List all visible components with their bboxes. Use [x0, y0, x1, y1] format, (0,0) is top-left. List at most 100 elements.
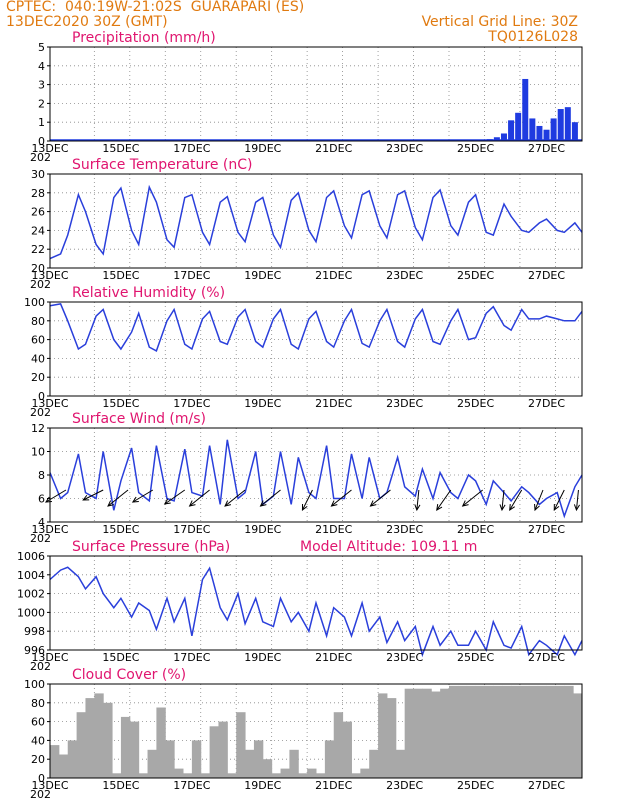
precip-bar [529, 118, 536, 141]
panel-5-ytick-label: 1002 [17, 588, 45, 601]
cloud-bar [76, 712, 86, 778]
cloud-bar [67, 740, 78, 778]
panel-4-ytick-label: 6 [38, 493, 45, 506]
panel-4-xtick-label: 27DEC [528, 523, 565, 536]
cloud-bar [94, 693, 104, 778]
wind-vector [553, 489, 565, 511]
wind-vector [436, 489, 452, 511]
wind-vector-head [107, 500, 114, 507]
panel-2-ytick-label: 20 [31, 262, 45, 275]
panel-3-frame [49, 301, 583, 397]
panel-4-xtick-label: 23DEC [386, 523, 423, 536]
cloud-bar [342, 721, 352, 778]
panel-5-series-line [49, 566, 583, 658]
cloud-bar [112, 773, 122, 778]
cloud-bar [422, 688, 432, 778]
wind-vector-head [369, 500, 377, 507]
panel-3-ytick-label: 60 [31, 334, 45, 347]
panel-4-ytick-label: 8 [38, 469, 45, 482]
panel-1-xtick-label: 21DEC [315, 142, 352, 155]
cloud-bar [573, 693, 583, 778]
wind-vector [416, 489, 420, 511]
cloud-bar [174, 768, 184, 778]
wind-vector [509, 489, 523, 511]
cloud-bar [262, 759, 273, 778]
panel-2-ytick-label: 22 [31, 243, 45, 256]
panel-6-xtick-label: 19DEC [244, 779, 281, 792]
station-header: CPTEC: 040:19W-21:02S GUARAPARI (ES) [6, 0, 305, 15]
cloud-bar [324, 740, 335, 778]
panel-4-series-line [49, 439, 583, 519]
panel-6-xtick-label: 21DEC [315, 779, 352, 792]
panel-5-ytick-label: 1004 [17, 569, 45, 582]
panel-1-xtick-label: 23DEC [386, 142, 423, 155]
cloud-bar [484, 685, 494, 778]
panel-5-xtick-label: 27DEC [528, 651, 565, 664]
panel-1-xtick-label: 19DEC [244, 142, 281, 155]
panel-5-ytick-label: 1006 [17, 550, 45, 563]
product-code: TQ0126L028 [488, 29, 578, 45]
cloud-bar [537, 685, 548, 778]
wind-vector [107, 489, 129, 507]
cloud-bar [528, 685, 539, 778]
panel-5-xtick-label: 25DEC [457, 651, 494, 664]
cloud-bar [218, 721, 228, 778]
cloud-bar [85, 698, 95, 778]
panel-1-year-label: 202 [30, 151, 51, 164]
wind-vector-head [163, 498, 171, 505]
panel-3-xtick-label: 25DEC [457, 397, 494, 410]
panel-1-title: Precipitation (mm/h) [72, 30, 216, 46]
panel-4-ytick-label: 4 [38, 516, 45, 529]
wind-vector [132, 489, 154, 503]
panel-4-title: Surface Wind (m/s) [72, 411, 206, 427]
cloud-bar [200, 773, 211, 778]
cloud-bar [546, 685, 556, 778]
panel-6-year-label: 202 [30, 788, 51, 800]
panel-2-xtick-label: 27DEC [528, 269, 565, 282]
cloud-bar [253, 740, 264, 778]
panel-4-ytick-label: 10 [31, 446, 45, 459]
panel-5-annotation: Model Altitude: 109.11 m [300, 539, 477, 555]
precip-bar [564, 107, 571, 141]
cloud-bar [103, 702, 113, 778]
wind-vector-head [414, 504, 421, 512]
wind-vector-head [188, 500, 196, 507]
panel-1-ytick-label: 2 [38, 97, 45, 110]
wind-vector-head [499, 504, 506, 512]
panel-2-xtick-label: 19DEC [244, 269, 281, 282]
cloud-bar [466, 685, 477, 778]
cloud-bar [129, 721, 140, 778]
cloud-bar [457, 685, 468, 778]
wind-vector [189, 489, 210, 507]
cloud-bar [395, 749, 406, 778]
panel-1-frame [49, 46, 583, 142]
panel-6-ytick-label: 0 [38, 772, 45, 785]
precip-bar [500, 133, 507, 141]
panel-1-ytick-label: 0 [38, 135, 45, 148]
panel-6-frame [49, 683, 583, 779]
wind-vector [370, 489, 391, 507]
panel-5-xtick-label: 23DEC [386, 651, 423, 664]
wind-vector-head [224, 500, 232, 507]
panel-4-year-label: 202 [30, 532, 51, 545]
panel-6-ytick-label: 40 [31, 734, 45, 747]
panel-5-ytick-label: 998 [24, 625, 45, 638]
panel-6-xtick-label: 13DEC [31, 779, 68, 792]
panel-3-xtick-label: 17DEC [173, 397, 210, 410]
panel-1-xtick-label: 17DEC [173, 142, 210, 155]
cloud-bar [449, 685, 459, 778]
panel-6-ytick-label: 20 [31, 753, 45, 766]
panel-2-ytick-label: 28 [31, 187, 45, 200]
panel-1-xtick-label: 15DEC [102, 142, 139, 155]
wind-vector-head [436, 503, 443, 511]
panel-1-xtick-label: 13DEC [31, 142, 68, 155]
cloud-bar [165, 740, 175, 778]
panel-2-xtick-label: 17DEC [173, 269, 210, 282]
cloud-bar [511, 685, 521, 778]
panel-4-xtick-label: 25DEC [457, 523, 494, 536]
panel-6-ytick-label: 80 [31, 697, 45, 710]
panel-2-xtick-label: 23DEC [386, 269, 423, 282]
panel-2-ytick-label: 24 [31, 224, 45, 237]
wind-vector [302, 489, 313, 511]
cloud-bar [316, 773, 326, 778]
